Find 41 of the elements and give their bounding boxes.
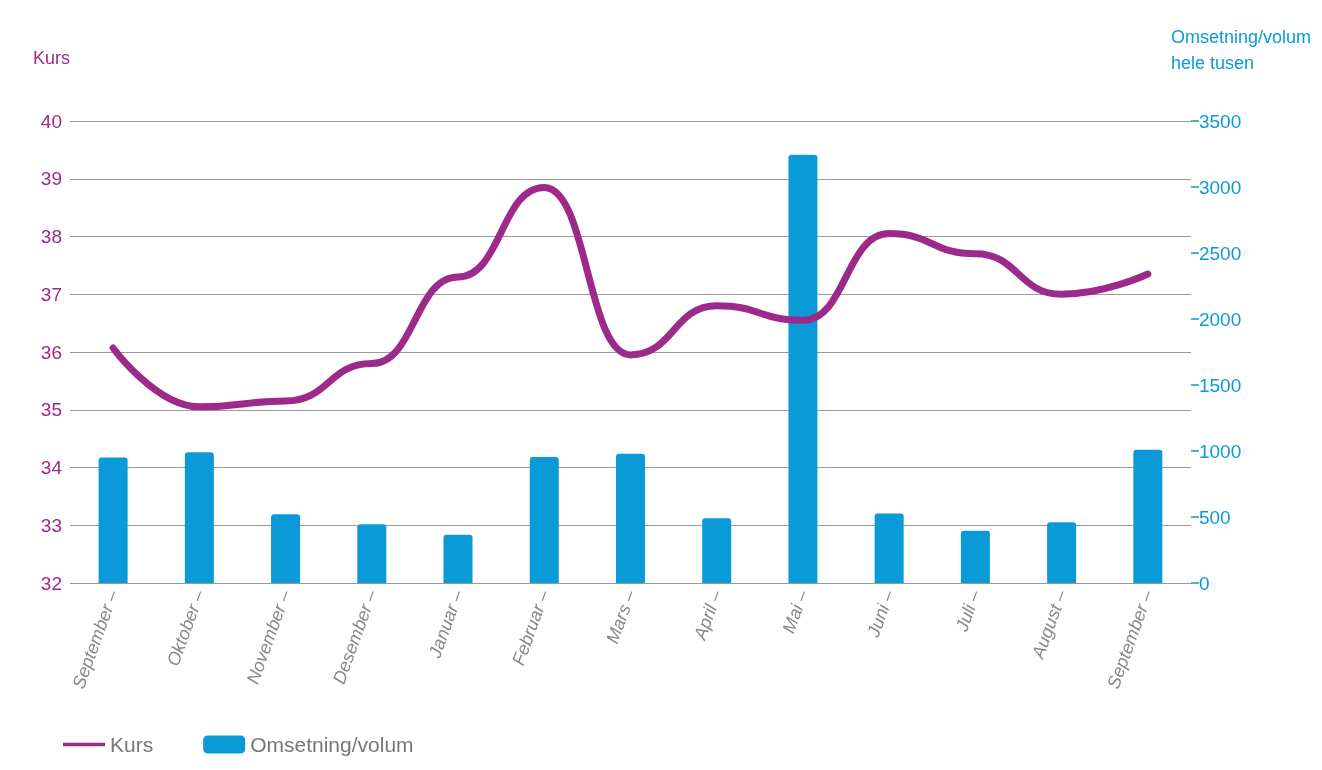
bar xyxy=(357,524,387,583)
x-tick-label: Mars – xyxy=(602,586,641,647)
y-tick-label: 40 xyxy=(40,110,62,132)
bar xyxy=(960,530,990,583)
legend-label: Kurs xyxy=(110,733,154,756)
y-tick-label: 39 xyxy=(40,168,62,190)
y2-tick-label: 2000 xyxy=(1198,308,1242,330)
legend-label: Omsetning/volum xyxy=(250,733,414,756)
x-tick-label: April – xyxy=(689,586,727,644)
y2-axis-title: Omsetning/volum hele tusen xyxy=(1170,27,1312,73)
y2-tick-label: 2500 xyxy=(1198,242,1242,264)
y2-tick-label: 3000 xyxy=(1198,176,1242,198)
y-tick-label: 34 xyxy=(40,457,63,478)
bar xyxy=(615,453,645,583)
bar xyxy=(529,456,559,583)
y-tick-label: 36 xyxy=(40,341,62,363)
y-tick-label: 38 xyxy=(40,226,62,247)
bar xyxy=(443,534,473,583)
bar xyxy=(271,514,301,583)
x-tick-label: August – xyxy=(1027,586,1072,663)
bar xyxy=(874,513,904,583)
x-tick-label: Juli – xyxy=(951,586,986,635)
x-tick-label: Juni – xyxy=(862,586,899,641)
bar xyxy=(788,154,818,583)
bar xyxy=(1133,449,1163,583)
y-tick-label: 35 xyxy=(40,399,62,421)
y2-tick-label: 0 xyxy=(1198,572,1210,594)
y2-tick-label: 500 xyxy=(1198,506,1231,528)
bar xyxy=(184,452,214,583)
x-tick-label: Januar – xyxy=(424,586,468,662)
y2-tick-label: 3500 xyxy=(1198,110,1242,132)
bar xyxy=(98,457,128,583)
y2-tick-label: 1000 xyxy=(1198,440,1242,462)
bar xyxy=(1047,522,1077,583)
y-tick-label: 33 xyxy=(40,514,62,536)
y2-tick-label: 1500 xyxy=(1198,374,1242,396)
y-axis-title: Kurs xyxy=(32,48,70,68)
y-tick-label: 32 xyxy=(40,572,62,594)
bar xyxy=(702,518,732,583)
y-tick-label: 37 xyxy=(40,283,62,305)
x-tick-label: Mai – xyxy=(778,586,813,636)
